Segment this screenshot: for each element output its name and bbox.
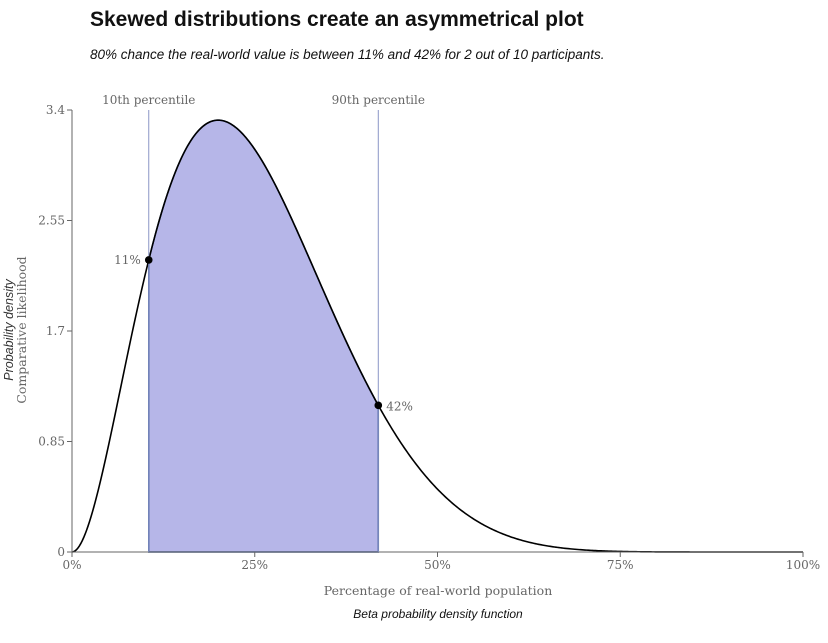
percentile-label: 90th percentile bbox=[332, 93, 425, 107]
y-axis-label: Probability density bbox=[2, 279, 16, 381]
x-tick-label: 25% bbox=[241, 558, 268, 572]
y-axis-label-secondary: Comparative likelihood bbox=[14, 256, 29, 403]
x-tick-label: 75% bbox=[607, 558, 634, 572]
percentile-value-label: 11% bbox=[114, 253, 141, 267]
percentile-point bbox=[144, 256, 153, 264]
y-tick-label: 0.85 bbox=[38, 435, 65, 449]
y-tick-label: 2.55 bbox=[38, 214, 65, 228]
beta-density-chart: 0 0.85 1.7 2.55 3.4 0% 25% 50% 75% 100% 10th perc… bbox=[2, 93, 820, 598]
y-tick-label: 1.7 bbox=[46, 324, 65, 338]
chart-title: Skewed distributions create an asymmetri… bbox=[90, 8, 584, 31]
x-tick-label: 0% bbox=[62, 558, 81, 572]
y-tick-label: 3.4 bbox=[46, 103, 65, 117]
axes-layer: 0 0.85 1.7 2.55 3.4 0% 25% 50% 75% 100% bbox=[38, 103, 820, 572]
x-tick-label: 100% bbox=[786, 558, 820, 572]
x-axis-label: Percentage of real-world population bbox=[324, 583, 553, 598]
marker-layer: 10th percentile 11% 90th percentile 42% bbox=[102, 93, 425, 552]
y-tick-label: 0 bbox=[57, 545, 65, 559]
x-tick-label: 50% bbox=[424, 558, 451, 572]
percentile-point bbox=[374, 401, 383, 410]
percentile-label: 10th percentile bbox=[102, 93, 195, 107]
chart-subtitle: 80% chance the real-world value is betwe… bbox=[90, 47, 605, 62]
percentile-value-label: 42% bbox=[386, 399, 413, 413]
y-axis-labels: Probability density Comparative likeliho… bbox=[2, 256, 29, 403]
chart-caption: Beta probability density function bbox=[353, 607, 523, 621]
